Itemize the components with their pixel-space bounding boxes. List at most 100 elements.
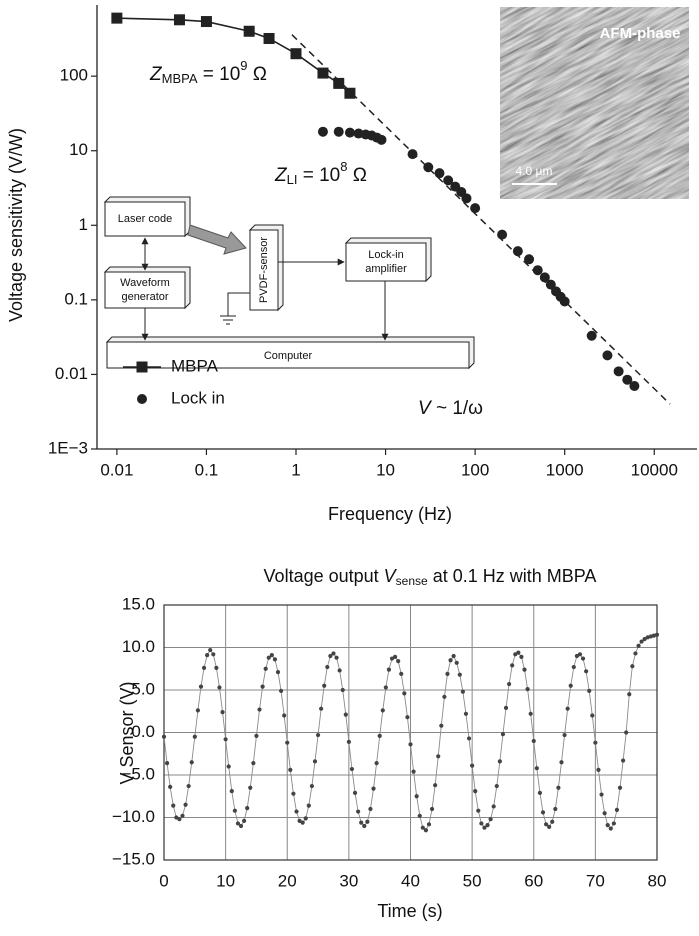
marker-dot (482, 825, 487, 830)
marker-dot (266, 655, 271, 660)
marker-circle (629, 380, 640, 391)
marker-dot (343, 712, 348, 717)
marker-square (290, 48, 302, 60)
node-label: Computer (264, 350, 313, 362)
marker-dot (392, 654, 398, 659)
marker-circle (407, 149, 418, 160)
marker-dot (312, 759, 318, 764)
marker-dot (205, 653, 210, 658)
marker-dot (577, 652, 583, 657)
marker-dot (309, 783, 314, 789)
y-axis-label: Voltage sensitivity (V/W) (6, 128, 26, 322)
block-diagram: Laser code Waveform generator PVDF-senso… (103, 196, 475, 370)
text-part: Voltage output (264, 566, 384, 586)
x-tick-label: 50 (463, 871, 482, 890)
marker-square (111, 12, 123, 24)
marker-dot (306, 803, 311, 808)
marker-dot (491, 804, 496, 809)
annotation: ZMBPA = 109 Ω (149, 58, 267, 86)
y-tick-label: −5.0 (121, 764, 155, 783)
annotation: ZLI = 108 Ω (274, 159, 367, 187)
marker-dot (168, 784, 173, 790)
marker-dot (642, 636, 647, 642)
marker-dot (408, 742, 413, 747)
y-tick-label: 0.0 (131, 722, 155, 741)
afm-image (500, 7, 689, 199)
marker-circle (613, 366, 624, 377)
marker-dot (485, 823, 490, 828)
node-box (104, 271, 186, 309)
marker-square (317, 67, 329, 79)
plot-frame (163, 604, 658, 861)
marker-dot (396, 659, 401, 664)
marker-dot (574, 653, 579, 659)
marker-dot (365, 819, 370, 824)
marker-dot (543, 822, 549, 827)
marker-dot (177, 817, 182, 822)
text-part: MBPA (162, 71, 198, 86)
marker-circle (333, 126, 344, 137)
x-tick-label: 30 (339, 871, 358, 890)
legend-marker (136, 361, 148, 373)
marker-dot (550, 819, 555, 824)
marker-dot (442, 694, 447, 699)
marker-dot (297, 818, 302, 824)
y-tick-label: 0.1 (64, 289, 88, 308)
node-box (345, 242, 427, 282)
marker-dot (433, 783, 438, 788)
chart: −15.0 −10.0 −5.0 0.0 5.0 10.0 15.0 0 10 20 30 40 50 6… (112, 566, 666, 921)
marker-dot (189, 760, 194, 765)
marker-square (263, 32, 275, 44)
x-tick-label: 1000 (546, 460, 584, 479)
marker-dot (565, 706, 570, 711)
marker-dot (248, 785, 253, 790)
marker-dot (325, 664, 330, 670)
marker-dot (238, 823, 244, 829)
marker-dot (356, 809, 361, 814)
marker-dot (414, 794, 419, 799)
marker-circle (586, 330, 597, 341)
marker-dot (522, 667, 527, 672)
x-tick-label: 60 (524, 871, 543, 890)
marker-dot (374, 761, 379, 766)
marker-dot (451, 653, 456, 659)
marker-dot (448, 658, 453, 663)
marker-dot (229, 789, 234, 794)
marker-dot (331, 651, 336, 656)
marker-circle (344, 127, 355, 138)
marker-dot (294, 809, 299, 814)
scale-label: 4.0 µm (516, 164, 553, 178)
marker-dot (220, 710, 225, 715)
marker-dot (636, 643, 641, 648)
x-tick-label: 80 (648, 871, 667, 890)
marker-dot (596, 767, 601, 773)
node-box (106, 341, 470, 369)
marker-dot (488, 817, 493, 822)
marker-dot (519, 654, 524, 659)
marker-dot (556, 785, 561, 790)
marker-dot (389, 656, 395, 661)
text-part: ~ 1/ω (431, 398, 483, 419)
marker-dot (232, 808, 237, 813)
marker-dot (559, 760, 564, 765)
marker-dot (654, 632, 660, 637)
x-tick-label: 10 (376, 460, 395, 479)
afm-label: AFM-phase (600, 25, 681, 42)
wire (227, 292, 250, 316)
marker-dot (580, 656, 586, 661)
x-tick-label: 0.01 (100, 460, 133, 479)
marker-dot (349, 766, 355, 772)
node-label: Waveform (120, 277, 170, 289)
marker-dot (470, 763, 475, 768)
marker-dot (507, 681, 512, 687)
marker-dot (260, 684, 265, 689)
marker-dot (195, 708, 200, 713)
marker-dot (337, 668, 342, 673)
marker-dot (251, 761, 256, 766)
chart: 1E−3 0.01 0.1 1 10 100 0.01 0.1 1 10 100 1000 10000 F… (6, 5, 697, 524)
marker-circle (461, 193, 472, 204)
marker-circle (376, 134, 387, 145)
marker-circle (602, 350, 613, 361)
marker-dot (171, 803, 176, 808)
